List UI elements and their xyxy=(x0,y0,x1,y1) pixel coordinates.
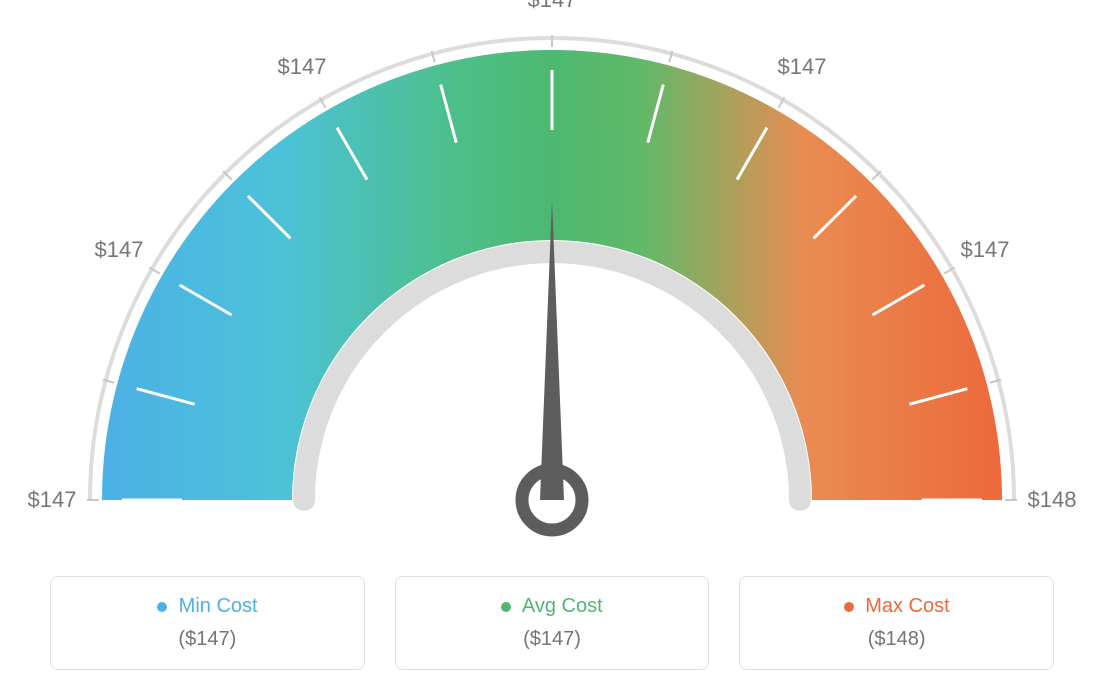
legend-label-avg: Avg Cost xyxy=(522,595,603,617)
gauge-tick-label: $147 xyxy=(28,487,77,513)
gauge-area: $147 $147 $147 $147 $147 $147 $148 xyxy=(0,0,1104,560)
legend-label-max: Max Cost xyxy=(865,595,949,617)
gauge-tick-label: $147 xyxy=(778,54,827,80)
legend-value-avg: ($147) xyxy=(406,628,699,651)
gauge-svg xyxy=(0,0,1104,560)
dot-avg xyxy=(501,602,511,612)
legend-item-avg: Avg Cost ($147) xyxy=(395,576,710,670)
legend-title-max: Max Cost xyxy=(750,595,1043,618)
legend-title-min: Min Cost xyxy=(61,595,354,618)
dot-max xyxy=(844,602,854,612)
gauge-tick-label: $147 xyxy=(278,54,327,80)
legend-value-max: ($148) xyxy=(750,628,1043,651)
gauge-tick-label: $147 xyxy=(95,237,144,263)
legend-item-max: Max Cost ($148) xyxy=(739,576,1054,670)
legend-value-min: ($147) xyxy=(61,628,354,651)
chart-container: $147 $147 $147 $147 $147 $147 $148 Min Cost ($… xyxy=(0,0,1104,690)
legend-row: Min Cost ($147) Avg Cost ($147) Max Cost… xyxy=(50,576,1054,670)
dot-min xyxy=(157,602,167,612)
gauge-tick-label: $147 xyxy=(528,0,577,13)
legend-label-min: Min Cost xyxy=(179,595,258,617)
legend-item-min: Min Cost ($147) xyxy=(50,576,365,670)
legend-title-avg: Avg Cost xyxy=(406,595,699,618)
gauge-tick-label: $147 xyxy=(961,237,1010,263)
gauge-tick-label: $148 xyxy=(1028,487,1077,513)
